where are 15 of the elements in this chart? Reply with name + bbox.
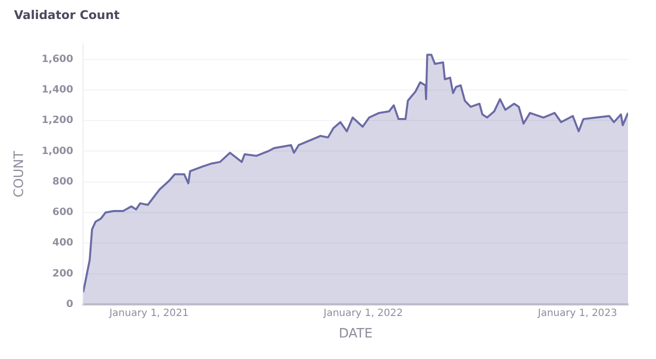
- y-tick-label: 600: [52, 207, 74, 218]
- y-tick-label: 200: [52, 268, 74, 280]
- y-tick-label: 400: [52, 238, 74, 249]
- x-tick-label: January 1, 2023: [536, 308, 618, 319]
- y-tick-label: 0: [66, 298, 74, 310]
- x-tick-label: January 1, 2021: [108, 308, 189, 319]
- y-tick-label: 800: [52, 176, 74, 188]
- y-tick-label: 1,400: [42, 84, 74, 96]
- y-tick-label: 1,200: [42, 115, 74, 126]
- x-axis-title: DATE: [338, 326, 373, 342]
- y-tick-label: 1,000: [42, 146, 74, 157]
- y-tick-label: 1,600: [42, 54, 74, 65]
- y-axis-title: COUNT: [12, 150, 28, 198]
- chart-title: Validator Count: [14, 8, 121, 24]
- x-tick-label: January 1, 2022: [322, 308, 403, 319]
